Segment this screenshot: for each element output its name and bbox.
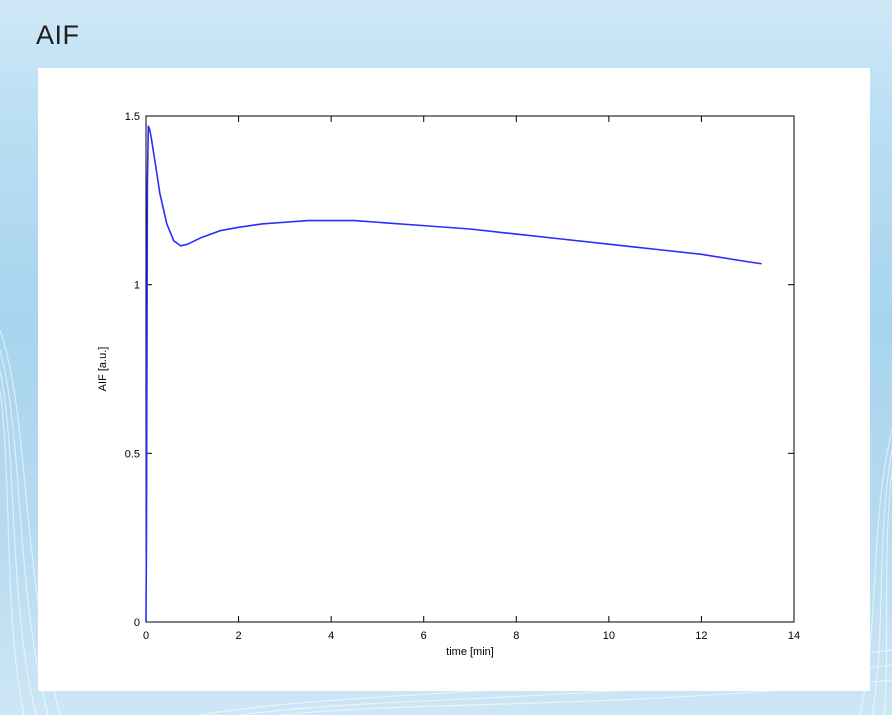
x-tick-label: 8 bbox=[513, 630, 519, 642]
axes bbox=[145, 115, 795, 623]
tick-labels: 0 2 4 6 8 10 12 14 0 0.5 1 1.5 bbox=[125, 111, 800, 642]
x-tick-label: 2 bbox=[236, 630, 242, 642]
x-tick-label: 6 bbox=[421, 630, 427, 642]
x-axis-label: time [min] bbox=[446, 646, 494, 658]
slide-title: AIF bbox=[36, 20, 80, 50]
x-tick-label: 10 bbox=[603, 630, 615, 642]
x-tick-label: 12 bbox=[695, 630, 707, 642]
y-tick-label: 1 bbox=[134, 280, 140, 292]
x-tick-label: 4 bbox=[328, 630, 334, 642]
x-tick-label: 0 bbox=[143, 630, 149, 642]
x-tick-label: 14 bbox=[788, 630, 800, 642]
plot-panel: 0 2 4 6 8 10 12 14 0 0.5 1 1.5 time [min] AIF [a.u.… bbox=[38, 68, 870, 691]
tick-marks bbox=[145, 115, 795, 623]
y-tick-label: 1.5 bbox=[125, 111, 140, 123]
series-group bbox=[145, 125, 762, 623]
aif-line-chart: 0 2 4 6 8 10 12 14 0 0.5 1 1.5 time [min] AIF [a.u.… bbox=[97, 111, 800, 658]
series-line bbox=[145, 125, 762, 623]
y-tick-label: 0 bbox=[134, 617, 140, 629]
axes-frame bbox=[145, 115, 795, 623]
y-tick-label: 0.5 bbox=[125, 448, 140, 460]
y-axis-label: AIF [a.u.] bbox=[97, 347, 109, 392]
